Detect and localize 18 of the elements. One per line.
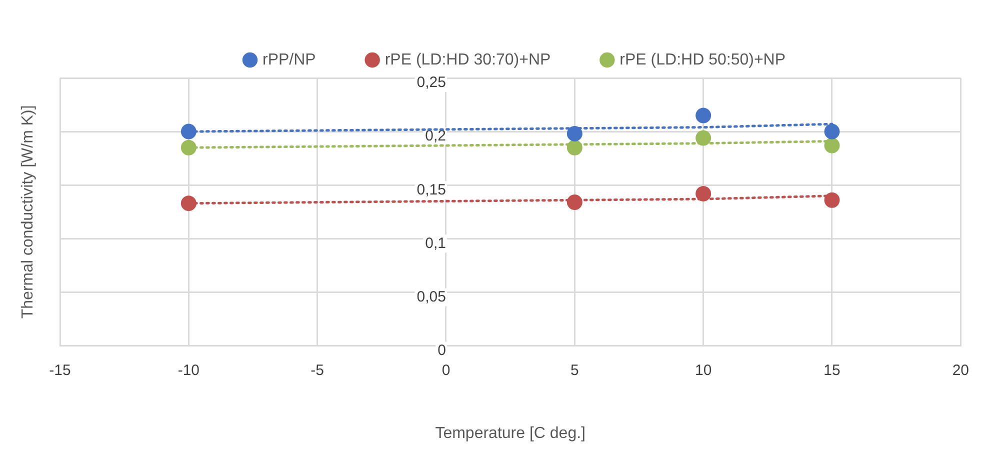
y-axis-title: Thermal conductivity [W/m K)] [19,105,36,319]
y-tick-label: 0,2 [425,128,446,145]
y-tick-label: 0,1 [425,234,446,252]
x-tick-label: 15 [824,362,840,379]
y-tick-label: 0,05 [416,288,446,306]
y-tick-label: 0,15 [416,181,446,198]
legend-label: rPE (LD:HD 30:70)+NP [384,51,551,68]
x-tick-label: -5 [310,362,324,379]
x-tick-label: 10 [694,362,712,379]
y-tick-label: 0,25 [416,74,446,92]
legend-label: rPP/NP [262,51,316,68]
y-tick-label: 0 [438,342,446,359]
x-tick-label: 5 [570,362,579,379]
x-tick-label: -10 [178,362,200,379]
legend-label: rPE (LD:HD 50:50)+NP [620,51,786,68]
x-tick-label: 20 [952,362,969,379]
x-axis-title: Temperature [C deg.] [435,424,586,442]
x-tick-label: -15 [49,362,71,379]
